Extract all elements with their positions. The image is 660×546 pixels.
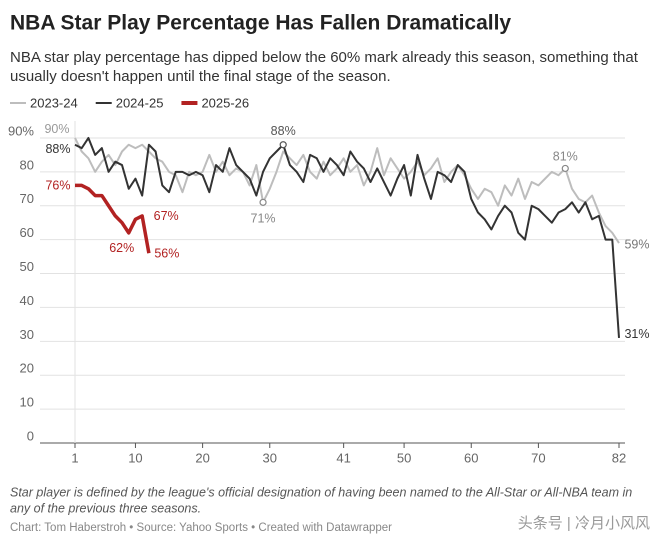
y-tick-label: 40: [20, 293, 34, 308]
annotation: 62%: [109, 241, 134, 255]
legend-label: 2025-26: [201, 95, 249, 110]
annotation-marker: [279, 141, 287, 149]
annotation: 88%: [45, 142, 70, 156]
x-tick-label: 60: [464, 450, 478, 465]
x-tick-label: 41: [336, 450, 350, 465]
footnote: Star player is defined by the league's o…: [10, 485, 632, 499]
y-tick-label: 90%: [8, 123, 34, 138]
x-tick-label: 20: [195, 450, 209, 465]
y-tick-label: 70: [20, 191, 34, 206]
y-tick-label: 30: [20, 327, 34, 342]
watermark: 头条号 | 冷月小风风: [518, 515, 650, 532]
footnote: any of the previous three seasons.: [10, 501, 201, 515]
annotation-marker: [259, 198, 267, 206]
y-tick-label: 80: [20, 157, 34, 172]
annotation: 56%: [154, 246, 179, 260]
annotation: 71%: [251, 212, 276, 226]
chart-title: NBA Star Play Percentage Has Fallen Dram…: [10, 12, 511, 35]
annotation: 81%: [553, 150, 578, 164]
source: Chart: Tom Haberstroh • Source: Yahoo Sp…: [10, 522, 392, 534]
x-tick-label: 50: [397, 450, 411, 465]
annotation: 67%: [154, 209, 179, 223]
y-tick-label: 50: [20, 259, 34, 274]
subtitle: NBA star play percentage has dipped belo…: [10, 49, 639, 66]
y-tick-label: 60: [20, 225, 34, 240]
annotation: 59%: [624, 237, 649, 251]
x-tick-label: 30: [263, 450, 277, 465]
y-tick-label: 20: [20, 361, 34, 376]
x-tick-label: 10: [128, 450, 142, 465]
x-tick-label: 1: [71, 450, 78, 465]
series-line: [75, 183, 151, 254]
legend-label: 2023-24: [30, 95, 78, 110]
annotation: 76%: [45, 179, 70, 193]
annotation: 88%: [271, 124, 296, 138]
x-tick-label: 82: [612, 450, 626, 465]
y-tick-label: 0: [27, 428, 34, 443]
subtitle: usually doesn't happen until the final s…: [10, 68, 391, 85]
y-tick-label: 10: [20, 395, 34, 410]
legend-label: 2024-25: [116, 95, 164, 110]
annotation-marker: [561, 164, 569, 173]
series-line: [74, 136, 620, 338]
x-tick-label: 70: [531, 450, 545, 465]
annotation: 31%: [624, 327, 649, 341]
annotation: 90%: [44, 122, 69, 136]
